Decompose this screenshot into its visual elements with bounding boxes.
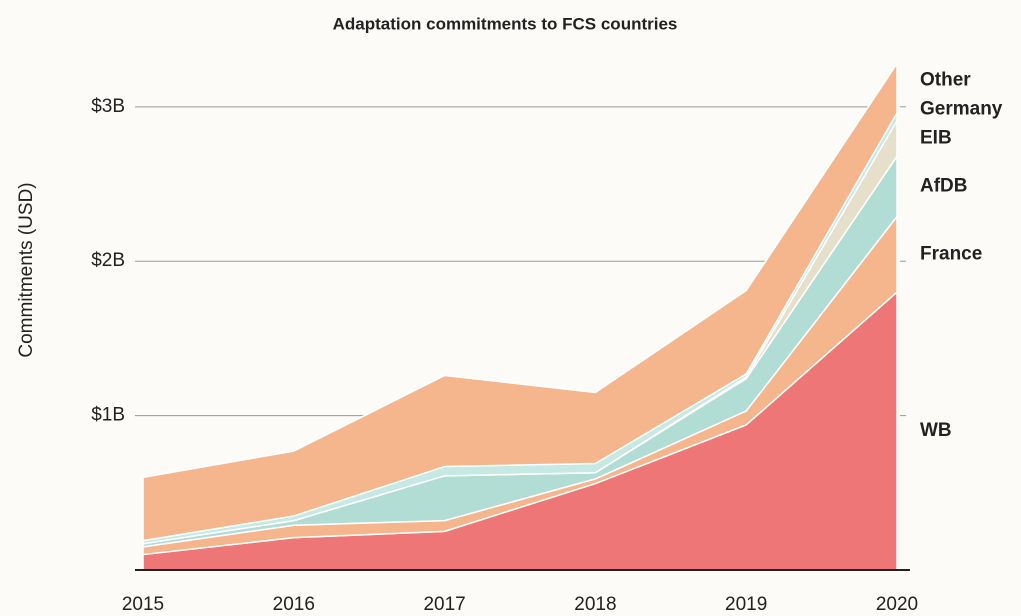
y-axis-title: Commitments (USD) [16,182,37,357]
legend-label: Other [920,69,971,90]
legend-label: AfDB [920,175,968,196]
legend-label: Germany [920,98,1003,119]
area [142,62,898,542]
y-tick-label: $1B [91,405,125,426]
y-tick-label: $2B [91,250,125,271]
x-tick-label: 2019 [725,594,767,615]
x-tick-label: 2017 [423,594,465,615]
x-tick-label: 2020 [876,594,918,615]
chart-title: Adaptation commitments to FCS countries [333,14,678,33]
x-tick-label: 2015 [122,594,164,615]
legend-label: EIB [920,127,952,148]
legend-label: WB [920,420,952,441]
legend-label: France [920,243,982,264]
x-tick-label: 2016 [273,594,315,615]
x-tick-label: 2018 [574,594,616,615]
y-tick-label: $3B [91,96,125,117]
